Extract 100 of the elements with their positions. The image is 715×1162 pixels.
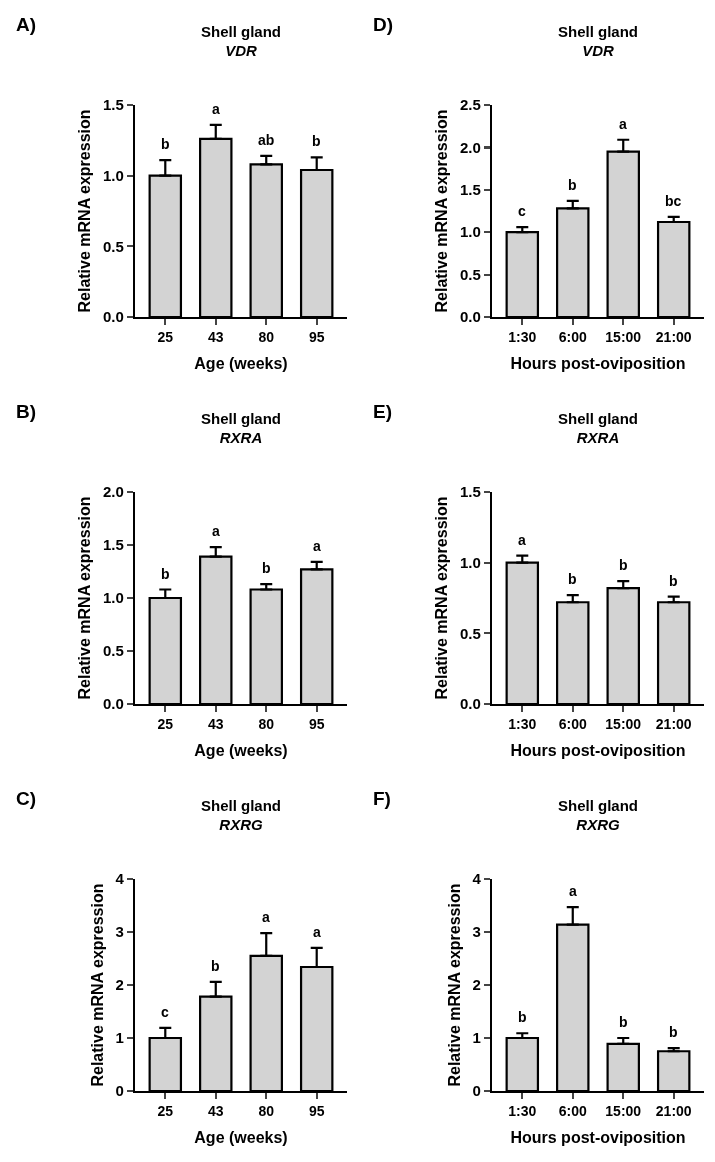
x-tick-label: 80 bbox=[258, 1103, 275, 1119]
annotation: b bbox=[161, 566, 170, 582]
annotation: b bbox=[312, 133, 321, 149]
annotation: a bbox=[619, 116, 627, 132]
x-tick-label: 43 bbox=[207, 716, 224, 732]
x-tick-label: 25 bbox=[157, 716, 174, 732]
y-tick-label: 2.0 bbox=[102, 483, 124, 501]
annotation: a bbox=[313, 924, 321, 940]
y-tick-label: 0.0 bbox=[459, 695, 481, 713]
x-tick-label: 21:00 bbox=[655, 329, 692, 345]
y-tick-label: 1 bbox=[115, 1029, 124, 1047]
y-tick-label: 0.5 bbox=[102, 237, 124, 255]
chart-subtitle: VDR bbox=[225, 42, 257, 60]
chart-subtitle: VDR bbox=[582, 42, 614, 60]
y-tick-label: 0.0 bbox=[102, 695, 124, 713]
y-tick-label: 4 bbox=[472, 870, 482, 888]
chart-title: Shell gland bbox=[200, 796, 282, 814]
y-tick-label: 0.0 bbox=[459, 308, 481, 326]
x-tick-label: 80 bbox=[258, 716, 275, 732]
text: B) bbox=[16, 401, 37, 422]
y-axis-title: Relative mRNA expression bbox=[433, 109, 451, 313]
x-tick-label: 6:00 bbox=[558, 1103, 587, 1119]
x-tick-label: 6:00 bbox=[558, 329, 587, 345]
y-tick-label: 1.0 bbox=[459, 553, 481, 571]
y-tick-label: 0.5 bbox=[102, 642, 124, 660]
x-tick-label: 21:00 bbox=[655, 1103, 692, 1119]
chart-title: Shell gland bbox=[200, 22, 282, 40]
y-tick-label: 1 bbox=[472, 1029, 481, 1047]
y-tick-label: 2.0 bbox=[459, 138, 481, 156]
chart-title: Shell gland bbox=[200, 409, 282, 427]
y-tick-label: 2.5 bbox=[459, 96, 481, 114]
chart-subtitle: RXRA bbox=[576, 429, 620, 447]
y-tick-label: 4 bbox=[115, 870, 125, 888]
x-tick-label: 43 bbox=[207, 329, 224, 345]
annotation: c bbox=[161, 1004, 169, 1020]
y-tick-label: 0.0 bbox=[102, 308, 124, 326]
annotation: a bbox=[212, 523, 220, 539]
y-tick-label: 1.5 bbox=[102, 96, 124, 114]
x-tick-label: 80 bbox=[258, 329, 275, 345]
y-tick-label: 3 bbox=[115, 923, 124, 941]
y-tick-label: 0.5 bbox=[459, 265, 481, 283]
annotation: b bbox=[262, 560, 271, 576]
x-tick-label: 6:00 bbox=[558, 716, 587, 732]
annotation: b bbox=[669, 573, 678, 589]
y-tick-label: 1.0 bbox=[102, 166, 124, 184]
x-tick-label: 95 bbox=[308, 329, 325, 345]
annotation: b bbox=[161, 136, 170, 152]
y-axis-title: Relative mRNA expression bbox=[88, 883, 106, 1087]
x-tick-label: 95 bbox=[308, 716, 325, 732]
y-tick-label: 0.5 bbox=[459, 624, 481, 642]
annotation: a bbox=[518, 532, 526, 548]
annotation: a bbox=[313, 538, 321, 554]
y-tick-label: 3 bbox=[472, 923, 481, 941]
y-tick-label: 1.0 bbox=[459, 223, 481, 241]
y-tick-label: 1.5 bbox=[459, 483, 481, 501]
x-axis-title: Age (weeks) bbox=[194, 1129, 288, 1147]
text: D) bbox=[373, 14, 394, 35]
annotation: b bbox=[568, 177, 577, 193]
x-tick-label: 25 bbox=[157, 1103, 174, 1119]
x-axis-title: Age (weeks) bbox=[194, 742, 288, 760]
y-axis-title: Relative mRNA expression bbox=[76, 496, 94, 700]
y-axis-title: Relative mRNA expression bbox=[445, 883, 463, 1087]
x-axis-title: Hours post-oviposition bbox=[510, 1129, 686, 1147]
x-tick-label: 21:00 bbox=[655, 716, 692, 732]
annotation: b bbox=[619, 557, 628, 573]
x-tick-label: 1:30 bbox=[508, 329, 537, 345]
y-tick-label: 0 bbox=[472, 1082, 481, 1100]
x-axis-title: Age (weeks) bbox=[194, 355, 288, 373]
x-tick-label: 25 bbox=[157, 329, 174, 345]
x-axis-title: Hours post-oviposition bbox=[510, 742, 686, 760]
chart-subtitle: RXRG bbox=[219, 816, 263, 834]
annotation: b bbox=[568, 571, 577, 587]
annotation: a bbox=[262, 909, 270, 925]
x-tick-label: 15:00 bbox=[605, 1103, 642, 1119]
y-tick-label: 0 bbox=[115, 1082, 124, 1100]
x-axis-title: Hours post-oviposition bbox=[510, 355, 686, 373]
annotation: a bbox=[569, 883, 577, 899]
annotation: a bbox=[212, 101, 220, 117]
x-tick-label: 95 bbox=[308, 1103, 325, 1119]
annotation: ab bbox=[258, 132, 275, 148]
x-tick-label: 43 bbox=[207, 1103, 224, 1119]
y-tick-label: 2 bbox=[472, 976, 481, 994]
chart-title: Shell gland bbox=[557, 796, 639, 814]
x-tick-label: 1:30 bbox=[508, 716, 537, 732]
annotation: c bbox=[518, 203, 526, 219]
text: E) bbox=[373, 401, 392, 422]
text: F) bbox=[373, 788, 391, 809]
y-tick-label: 1.0 bbox=[102, 589, 124, 607]
x-tick-label: 1:30 bbox=[508, 1103, 537, 1119]
chart-title: Shell gland bbox=[557, 22, 639, 40]
y-axis-title: Relative mRNA expression bbox=[433, 496, 451, 700]
y-tick-label: 1.5 bbox=[102, 536, 124, 554]
chart-title: Shell gland bbox=[557, 409, 639, 427]
annotation: b bbox=[669, 1024, 678, 1040]
annotation: bc bbox=[665, 193, 682, 209]
chart-subtitle: RXRA bbox=[219, 429, 263, 447]
annotation: b bbox=[211, 958, 220, 974]
annotation: b bbox=[518, 1009, 527, 1025]
text: A) bbox=[16, 14, 37, 35]
y-axis-title: Relative mRNA expression bbox=[76, 109, 94, 313]
